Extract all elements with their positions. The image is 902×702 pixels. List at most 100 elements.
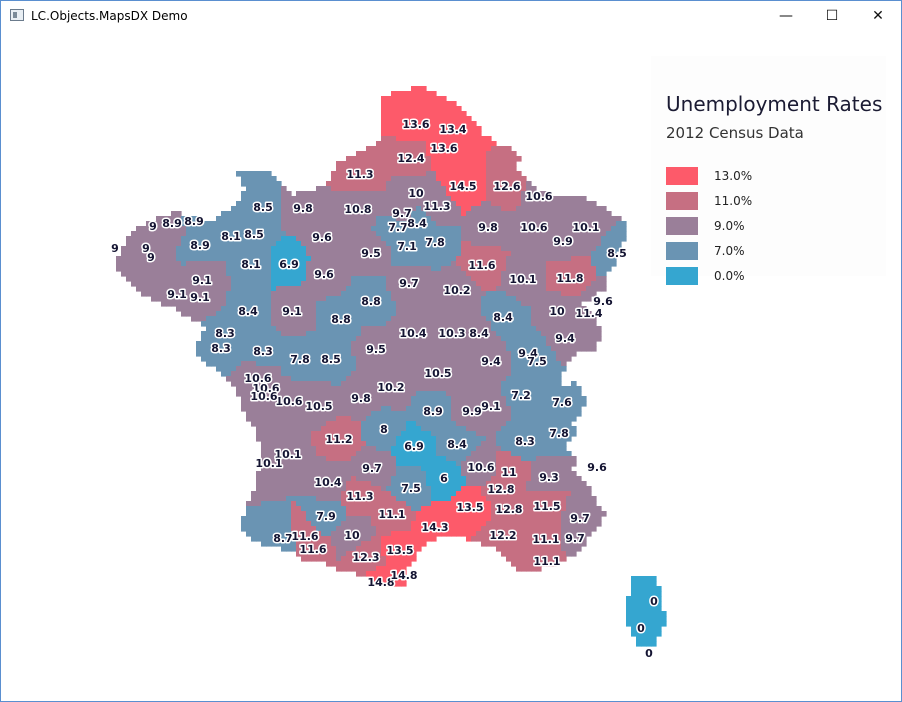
region-cell[interactable] xyxy=(271,281,277,287)
region-cell[interactable] xyxy=(176,211,182,217)
region-cell[interactable] xyxy=(571,341,577,347)
region-cell[interactable] xyxy=(411,171,417,177)
region-cell[interactable] xyxy=(226,371,232,377)
region-cell[interactable] xyxy=(341,451,347,457)
region-cell[interactable] xyxy=(486,446,492,452)
region-cell[interactable] xyxy=(401,371,407,377)
region-cell[interactable] xyxy=(551,426,557,432)
region-cell[interactable] xyxy=(511,291,517,297)
region-cell[interactable] xyxy=(246,356,252,362)
region-cell[interactable] xyxy=(326,276,332,282)
region-cell[interactable] xyxy=(281,401,287,407)
region-cell[interactable] xyxy=(516,446,522,452)
region-cell[interactable] xyxy=(466,291,472,297)
region-cell[interactable] xyxy=(186,291,192,297)
region-cell[interactable] xyxy=(261,411,267,417)
region-cell[interactable] xyxy=(381,381,387,387)
region-cell[interactable] xyxy=(496,261,502,267)
region-cell[interactable] xyxy=(376,331,382,337)
region-cell[interactable] xyxy=(456,121,462,127)
region-cell[interactable] xyxy=(421,101,427,107)
region-cell[interactable] xyxy=(511,296,517,302)
region-cell[interactable] xyxy=(356,346,362,352)
region-cell[interactable] xyxy=(156,266,162,272)
region-cell[interactable] xyxy=(371,456,377,462)
region-cell[interactable] xyxy=(386,361,392,367)
region-cell[interactable] xyxy=(311,301,317,307)
region-cell[interactable] xyxy=(551,236,557,242)
region-cell[interactable] xyxy=(286,256,292,262)
region-cell[interactable] xyxy=(146,236,152,242)
region-cell[interactable] xyxy=(501,301,507,307)
region-cell[interactable] xyxy=(156,231,162,237)
region-cell[interactable] xyxy=(491,301,497,307)
region-cell[interactable] xyxy=(466,376,472,382)
region-cell[interactable] xyxy=(406,351,412,357)
region-cell[interactable] xyxy=(481,161,487,167)
region-cell[interactable] xyxy=(351,366,357,372)
region-cell[interactable] xyxy=(186,216,192,222)
region-cell[interactable] xyxy=(266,316,272,322)
region-cell[interactable] xyxy=(421,186,427,192)
region-cell[interactable] xyxy=(296,286,302,292)
region-cell[interactable] xyxy=(191,276,197,282)
region-cell[interactable] xyxy=(191,286,197,292)
region-cell[interactable] xyxy=(501,221,507,227)
region-cell[interactable] xyxy=(401,256,407,262)
region-cell[interactable] xyxy=(331,326,337,332)
region-cell[interactable] xyxy=(231,286,237,292)
region-cell[interactable] xyxy=(221,251,227,257)
region-cell[interactable] xyxy=(436,181,442,187)
region-cell[interactable] xyxy=(531,381,537,387)
region-cell[interactable] xyxy=(576,291,582,297)
region-cell[interactable] xyxy=(426,381,432,387)
region-cell[interactable] xyxy=(156,261,162,267)
region-cell[interactable] xyxy=(286,261,292,267)
region-cell[interactable] xyxy=(376,421,382,427)
region-cell[interactable] xyxy=(451,311,457,317)
region-cell[interactable] xyxy=(441,416,447,422)
region-cell[interactable] xyxy=(546,256,552,262)
region-cell[interactable] xyxy=(426,131,432,137)
region-cell[interactable] xyxy=(346,411,352,417)
region-cell[interactable] xyxy=(541,371,547,377)
region-cell[interactable] xyxy=(476,431,482,437)
region-cell[interactable] xyxy=(571,276,577,282)
region-cell[interactable] xyxy=(496,296,502,302)
region-cell[interactable] xyxy=(326,336,332,342)
region-cell[interactable] xyxy=(421,291,427,297)
region-cell[interactable] xyxy=(521,221,527,227)
region-cell[interactable] xyxy=(276,346,282,352)
region-cell[interactable] xyxy=(496,346,502,352)
region-cell[interactable] xyxy=(556,431,562,437)
region-cell[interactable] xyxy=(311,211,317,217)
region-cell[interactable] xyxy=(406,326,412,332)
region-cell[interactable] xyxy=(491,286,497,292)
region-cell[interactable] xyxy=(561,366,567,372)
region-cell[interactable] xyxy=(566,216,572,222)
region-cell[interactable] xyxy=(316,256,322,262)
region-cell[interactable] xyxy=(551,306,557,312)
region-cell[interactable] xyxy=(476,361,482,367)
region-cell[interactable] xyxy=(451,136,457,142)
region-cell[interactable] xyxy=(466,451,472,457)
region-cell[interactable] xyxy=(506,166,512,172)
region-cell[interactable] xyxy=(386,371,392,377)
region-cell[interactable] xyxy=(396,251,402,257)
region-cell[interactable] xyxy=(301,361,307,367)
region-cell[interactable] xyxy=(271,396,277,402)
region-cell[interactable] xyxy=(281,286,287,292)
region-cell[interactable] xyxy=(291,471,297,477)
region-cell[interactable] xyxy=(336,176,342,182)
region-cell[interactable] xyxy=(416,456,422,462)
region-cell[interactable] xyxy=(571,321,577,327)
region-cell[interactable] xyxy=(371,251,377,257)
region-cell[interactable] xyxy=(421,226,427,232)
region-cell[interactable] xyxy=(576,261,582,267)
region-cell[interactable] xyxy=(416,186,422,192)
region-cell[interactable] xyxy=(496,226,502,232)
region-cell[interactable] xyxy=(501,446,507,452)
region-cell[interactable] xyxy=(276,466,282,472)
region-cell[interactable] xyxy=(251,241,257,247)
region-cell[interactable] xyxy=(141,246,147,252)
